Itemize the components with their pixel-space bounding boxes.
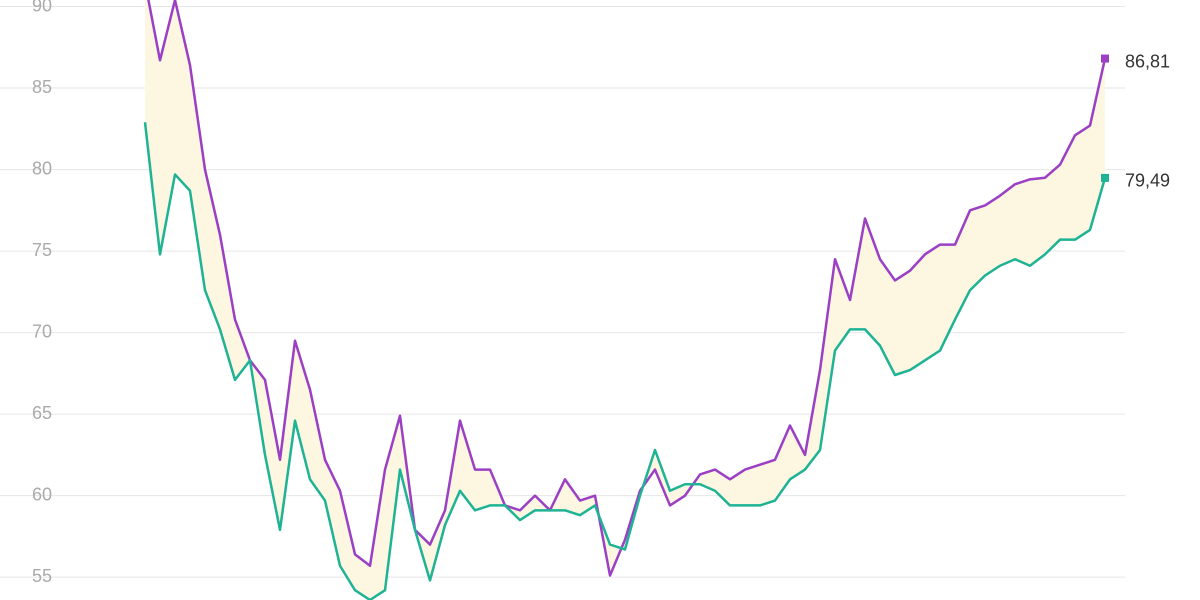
y-tick-label: 85 — [32, 77, 52, 97]
value-label: 79,49 — [1125, 171, 1170, 191]
band-fill — [145, 0, 1105, 600]
y-tick-label: 90 — [32, 0, 52, 15]
end-marker — [1101, 54, 1109, 63]
y-tick-label: 55 — [32, 566, 52, 586]
y-tick-label: 65 — [32, 403, 52, 423]
series-line — [143, 122, 1107, 600]
series-line — [147, 0, 1107, 577]
y-tick-label: 60 — [32, 484, 52, 504]
value-label: 86,81 — [1125, 51, 1170, 71]
y-tick-label: 70 — [32, 321, 52, 341]
y-tick-label: 80 — [32, 158, 52, 178]
plot-area — [143, 0, 1107, 600]
end-marker — [1101, 173, 1109, 182]
y-tick-label: 75 — [32, 240, 52, 260]
